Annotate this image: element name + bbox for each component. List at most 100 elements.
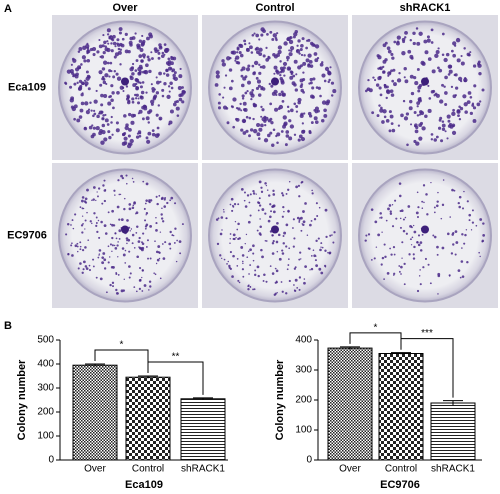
colony bbox=[296, 287, 299, 289]
colony bbox=[276, 141, 279, 144]
colony bbox=[384, 255, 387, 259]
colony bbox=[402, 229, 406, 233]
colony bbox=[275, 240, 279, 244]
colony bbox=[110, 49, 114, 53]
colony bbox=[419, 241, 423, 244]
colony bbox=[288, 181, 291, 183]
column-label: Control bbox=[255, 2, 294, 14]
colony bbox=[260, 190, 264, 194]
colony bbox=[404, 216, 407, 219]
colony bbox=[379, 108, 384, 113]
colony bbox=[174, 227, 177, 230]
colony bbox=[155, 216, 157, 219]
colony bbox=[239, 44, 244, 49]
colony bbox=[119, 48, 123, 51]
colony bbox=[418, 113, 421, 116]
colony bbox=[321, 73, 326, 78]
colony bbox=[116, 244, 119, 247]
colony bbox=[97, 219, 100, 222]
colony bbox=[330, 81, 335, 85]
colony bbox=[160, 213, 163, 216]
colony bbox=[88, 264, 91, 267]
colony bbox=[81, 55, 86, 60]
colony bbox=[84, 201, 88, 204]
colony bbox=[457, 269, 461, 273]
colony bbox=[125, 237, 129, 240]
colony bbox=[131, 72, 135, 76]
colony bbox=[292, 74, 296, 78]
colony bbox=[126, 239, 128, 242]
colony bbox=[107, 261, 110, 264]
colony bbox=[158, 251, 161, 255]
colony bbox=[144, 227, 147, 230]
colony bbox=[295, 110, 299, 113]
colony bbox=[311, 42, 315, 47]
colony bbox=[401, 37, 406, 42]
colony bbox=[265, 46, 268, 49]
colony bbox=[300, 229, 303, 232]
colony bbox=[380, 106, 383, 110]
colony bbox=[247, 250, 250, 253]
colony bbox=[130, 228, 133, 230]
colony bbox=[141, 34, 144, 38]
colony bbox=[391, 56, 395, 60]
colony bbox=[258, 47, 263, 52]
colony bbox=[457, 114, 460, 118]
colony bbox=[419, 97, 422, 100]
colony bbox=[417, 89, 421, 93]
bar bbox=[430, 402, 476, 461]
colony bbox=[81, 215, 84, 217]
colony bbox=[260, 186, 263, 189]
colony bbox=[465, 229, 468, 231]
colony bbox=[81, 271, 84, 274]
colony bbox=[464, 110, 468, 114]
colony bbox=[309, 64, 314, 68]
colony bbox=[128, 203, 132, 206]
colony bbox=[115, 72, 119, 76]
colony bbox=[163, 53, 166, 56]
colony bbox=[431, 69, 436, 74]
colony bbox=[315, 239, 318, 243]
colony bbox=[83, 59, 87, 63]
colony bbox=[401, 50, 406, 56]
colony bbox=[129, 67, 134, 72]
colony bbox=[163, 72, 166, 75]
colony bbox=[249, 193, 252, 196]
bar bbox=[327, 347, 373, 461]
colony bbox=[464, 233, 467, 237]
colony bbox=[234, 57, 237, 60]
colony bbox=[437, 272, 441, 276]
colony bbox=[248, 116, 252, 120]
colony bbox=[159, 277, 162, 280]
colony bbox=[234, 220, 237, 223]
colony bbox=[416, 68, 420, 71]
colony bbox=[157, 49, 160, 52]
colony bbox=[478, 71, 482, 76]
colony bbox=[80, 199, 84, 203]
colony bbox=[228, 264, 231, 268]
colony bbox=[314, 58, 319, 63]
dish bbox=[58, 20, 192, 155]
colony bbox=[155, 222, 158, 225]
colony bbox=[240, 128, 244, 132]
colony bbox=[258, 63, 261, 66]
colony bbox=[281, 290, 284, 293]
colony bbox=[382, 109, 387, 114]
colony bbox=[112, 75, 116, 79]
colony bbox=[101, 261, 105, 265]
significance-label: ** bbox=[172, 352, 180, 363]
colony bbox=[128, 265, 131, 268]
colony bbox=[289, 46, 295, 51]
colony bbox=[285, 192, 288, 195]
colony bbox=[241, 260, 244, 263]
colony bbox=[137, 240, 141, 243]
colony bbox=[159, 231, 162, 233]
colony bbox=[421, 200, 424, 203]
colony bbox=[319, 248, 322, 252]
colony bbox=[118, 31, 122, 35]
colony bbox=[177, 85, 182, 91]
colony bbox=[452, 41, 457, 46]
colony bbox=[270, 210, 273, 213]
colony bbox=[135, 93, 139, 97]
colony bbox=[84, 219, 87, 222]
